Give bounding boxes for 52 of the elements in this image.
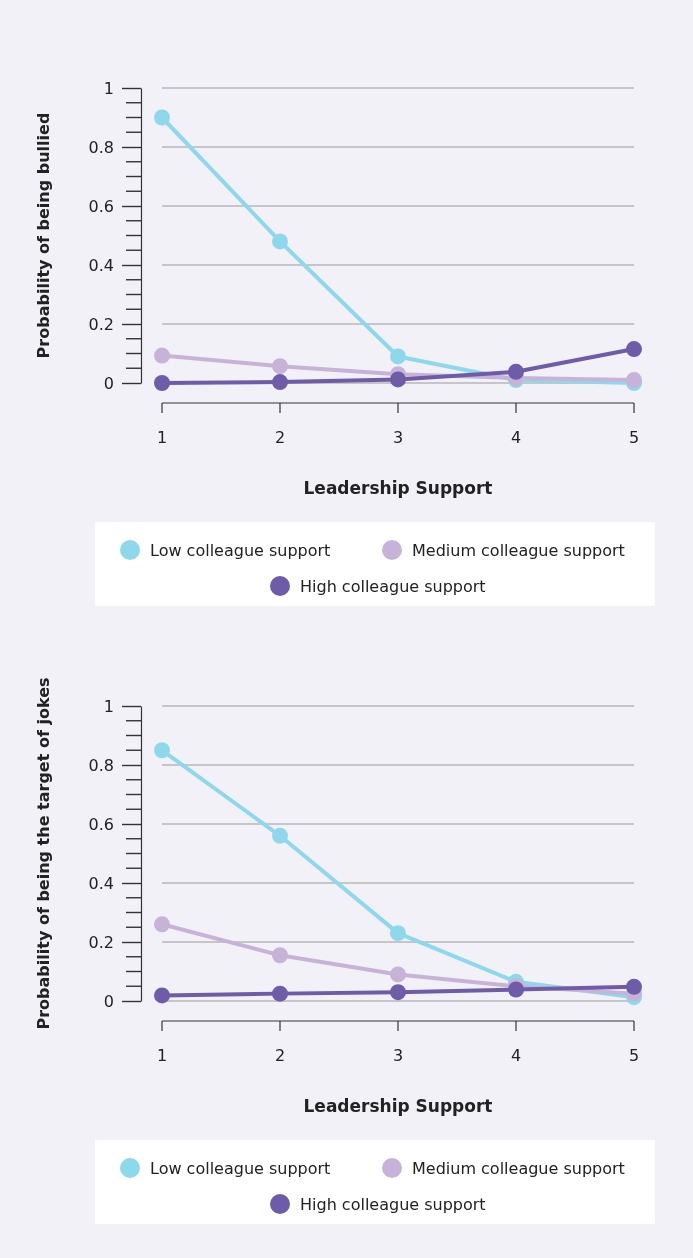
x-tick-label: 3 <box>392 1046 404 1065</box>
point <box>154 987 170 1004</box>
y-axis-title: Probability of being bullied <box>34 112 53 359</box>
x-tick-label: 4 <box>510 1046 522 1065</box>
point <box>390 984 406 1001</box>
point <box>390 966 406 983</box>
y-tick-label: 1 <box>103 696 114 716</box>
point <box>272 947 288 964</box>
y-axis-title: Probability of being the target of jokes <box>34 677 53 1030</box>
y-tick-label: 0.6 <box>88 196 114 216</box>
legend-label: Medium colleague support <box>412 1158 625 1178</box>
point <box>390 371 406 388</box>
point <box>154 375 170 391</box>
point <box>626 341 642 358</box>
point <box>272 985 288 1002</box>
x-axis-title: Leadership Support <box>303 1096 493 1116</box>
x-tick-label: 3 <box>392 428 404 447</box>
legend-label: Low colleague support <box>150 1158 331 1178</box>
y-tick-label: 0.8 <box>88 755 114 775</box>
point <box>390 348 406 365</box>
x-tick-label: 2 <box>274 428 286 447</box>
y-tick-label: 0.6 <box>88 814 114 834</box>
legend-label: Low colleague support <box>150 540 331 560</box>
y-tick-label: 0.4 <box>88 255 114 275</box>
point <box>508 363 524 380</box>
x-axis-title: Leadership Support <box>303 478 493 498</box>
y-tick-label: 0.8 <box>88 137 114 157</box>
point <box>626 978 642 995</box>
y-tick-label: 0 <box>103 991 114 1011</box>
point <box>390 925 406 942</box>
point <box>154 742 170 759</box>
y-tick-label: 0.4 <box>88 873 114 893</box>
x-tick-label: 1 <box>156 428 168 447</box>
x-tick-label: 2 <box>274 1046 286 1065</box>
point <box>272 358 288 375</box>
y-tick-label: 0.2 <box>88 932 114 952</box>
legend-label: High colleague support <box>300 576 486 596</box>
y-tick-label: 0.2 <box>88 314 114 334</box>
y-tick-label: 1 <box>103 78 114 98</box>
x-tick-label: 5 <box>628 428 640 447</box>
point <box>154 109 170 126</box>
legend-label: High colleague support <box>300 1194 486 1214</box>
point <box>154 916 170 933</box>
x-tick-label: 4 <box>510 428 522 447</box>
x-tick-label: 1 <box>156 1046 168 1065</box>
x-tick-label: 5 <box>628 1046 640 1065</box>
point <box>272 374 288 391</box>
point <box>154 347 170 364</box>
legend-label: Medium colleague support <box>412 540 625 560</box>
point <box>272 827 288 844</box>
point <box>272 233 288 250</box>
y-tick-label: 0 <box>103 373 114 393</box>
